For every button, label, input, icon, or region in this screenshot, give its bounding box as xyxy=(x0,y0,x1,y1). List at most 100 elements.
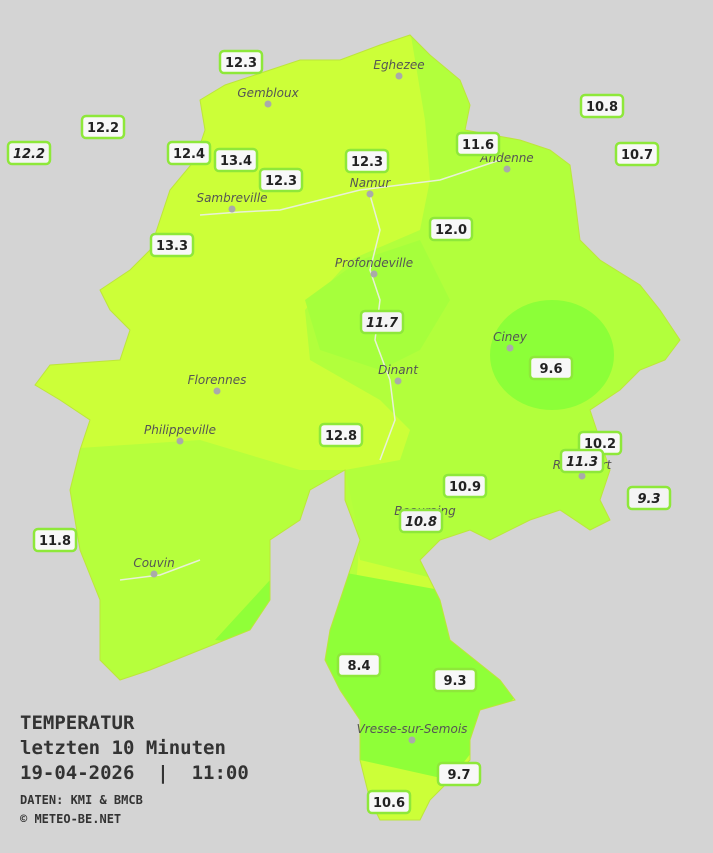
station: 12.0 xyxy=(428,216,474,242)
station: 8.4 xyxy=(336,652,382,678)
station-value: 10.8 xyxy=(586,100,618,115)
city-dot xyxy=(506,344,514,352)
station-box xyxy=(6,140,52,166)
station-box xyxy=(80,114,126,140)
station-value: 10.8 xyxy=(405,515,437,530)
city-label: Florennes xyxy=(188,373,247,387)
station: 12.3 xyxy=(218,49,264,75)
station: 9.7 xyxy=(436,761,482,787)
station-value: 12.3 xyxy=(225,56,257,71)
station: 12.2 xyxy=(6,140,52,166)
legend-datetime: 19-04-2026 | 11:00 xyxy=(20,762,249,784)
station: 10.8 xyxy=(398,508,444,534)
station-value: 10.9 xyxy=(449,480,481,495)
station-box xyxy=(455,131,501,157)
station-value: 12.2 xyxy=(13,147,45,162)
station-box xyxy=(559,448,605,474)
city-label: Eghezee xyxy=(373,58,424,72)
station: 11.3 xyxy=(559,448,605,474)
station-box xyxy=(166,140,212,166)
station-box xyxy=(213,147,259,173)
station-box xyxy=(614,141,660,167)
station-value: 9.3 xyxy=(637,492,660,507)
station-value: 12.8 xyxy=(325,429,357,444)
station: 10.8 xyxy=(579,93,625,119)
city-dot xyxy=(150,570,158,578)
station-box xyxy=(428,216,474,242)
station-value: 9.3 xyxy=(443,674,466,689)
station: 12.3 xyxy=(344,148,390,174)
station-box xyxy=(336,652,382,678)
city-label: Namur xyxy=(350,176,392,190)
station-box xyxy=(32,527,78,553)
city-label: Profondeville xyxy=(335,256,413,270)
station: 11.7 xyxy=(359,309,405,335)
city-label: Ciney xyxy=(493,330,528,344)
legend-subtitle: letzten 10 Minuten xyxy=(20,737,226,759)
legend-title: TEMPERATUR xyxy=(20,712,135,734)
city-label: Dinant xyxy=(378,363,419,377)
station-value: 13.4 xyxy=(220,154,252,169)
station-box xyxy=(366,789,412,815)
station-box xyxy=(218,49,264,75)
city-label: Vresse-sur-Semois xyxy=(357,722,468,736)
station-box xyxy=(398,508,444,534)
city-dot xyxy=(176,437,184,445)
city-dot xyxy=(394,377,402,385)
station: 12.3 xyxy=(258,167,304,193)
station-value: 11.8 xyxy=(39,534,71,549)
city-label: Couvin xyxy=(133,556,174,570)
station-box xyxy=(579,93,625,119)
station-box xyxy=(626,485,672,511)
city-dot xyxy=(408,736,416,744)
station: 10.9 xyxy=(442,473,488,499)
station-box xyxy=(359,309,405,335)
station-value: 10.6 xyxy=(373,796,405,811)
station-value: 11.7 xyxy=(366,316,399,331)
station: 11.6 xyxy=(455,131,501,157)
station-value: 11.6 xyxy=(462,138,494,153)
station-value: 13.3 xyxy=(156,239,188,254)
city-dot xyxy=(366,190,374,198)
station-value: 12.3 xyxy=(265,174,297,189)
station-value: 10.7 xyxy=(621,148,653,163)
legend-copyright: © METEO-BE.NET xyxy=(20,812,121,826)
station-box xyxy=(436,761,482,787)
station-box xyxy=(432,667,478,693)
station-value: 11.3 xyxy=(566,455,598,470)
station: 9.3 xyxy=(626,485,672,511)
station: 10.6 xyxy=(366,789,412,815)
station-box xyxy=(149,232,195,258)
station: 9.3 xyxy=(432,667,478,693)
station-value: 12.0 xyxy=(435,223,467,238)
station: 9.6 xyxy=(528,355,574,381)
city-label: Sambreville xyxy=(196,191,267,205)
city-dot xyxy=(503,165,511,173)
city-label: Gembloux xyxy=(237,86,299,100)
station-box xyxy=(528,355,574,381)
station-box xyxy=(442,473,488,499)
city-dot xyxy=(264,100,272,108)
station-box xyxy=(318,422,364,448)
legend-source: DATEN: KMI & BMCB xyxy=(20,793,143,807)
station-box xyxy=(344,148,390,174)
station: 13.3 xyxy=(149,232,195,258)
station-value: 12.3 xyxy=(351,155,383,170)
city-dot xyxy=(370,270,378,278)
city-label: Philippeville xyxy=(144,423,216,437)
station-value: 12.2 xyxy=(87,121,119,136)
station-value: 10.2 xyxy=(584,437,616,452)
station: 10.7 xyxy=(614,141,660,167)
station: 10.2 xyxy=(577,430,623,456)
station: 12.8 xyxy=(318,422,364,448)
station-value: 9.6 xyxy=(539,362,562,377)
station-value: 12.4 xyxy=(173,147,205,162)
station: 11.8 xyxy=(32,527,78,553)
station-value: 8.4 xyxy=(347,659,370,674)
city-dot xyxy=(395,72,403,80)
station: 12.4 xyxy=(166,140,212,166)
city-dot xyxy=(228,205,236,213)
station-box xyxy=(258,167,304,193)
city-dot xyxy=(213,387,221,395)
